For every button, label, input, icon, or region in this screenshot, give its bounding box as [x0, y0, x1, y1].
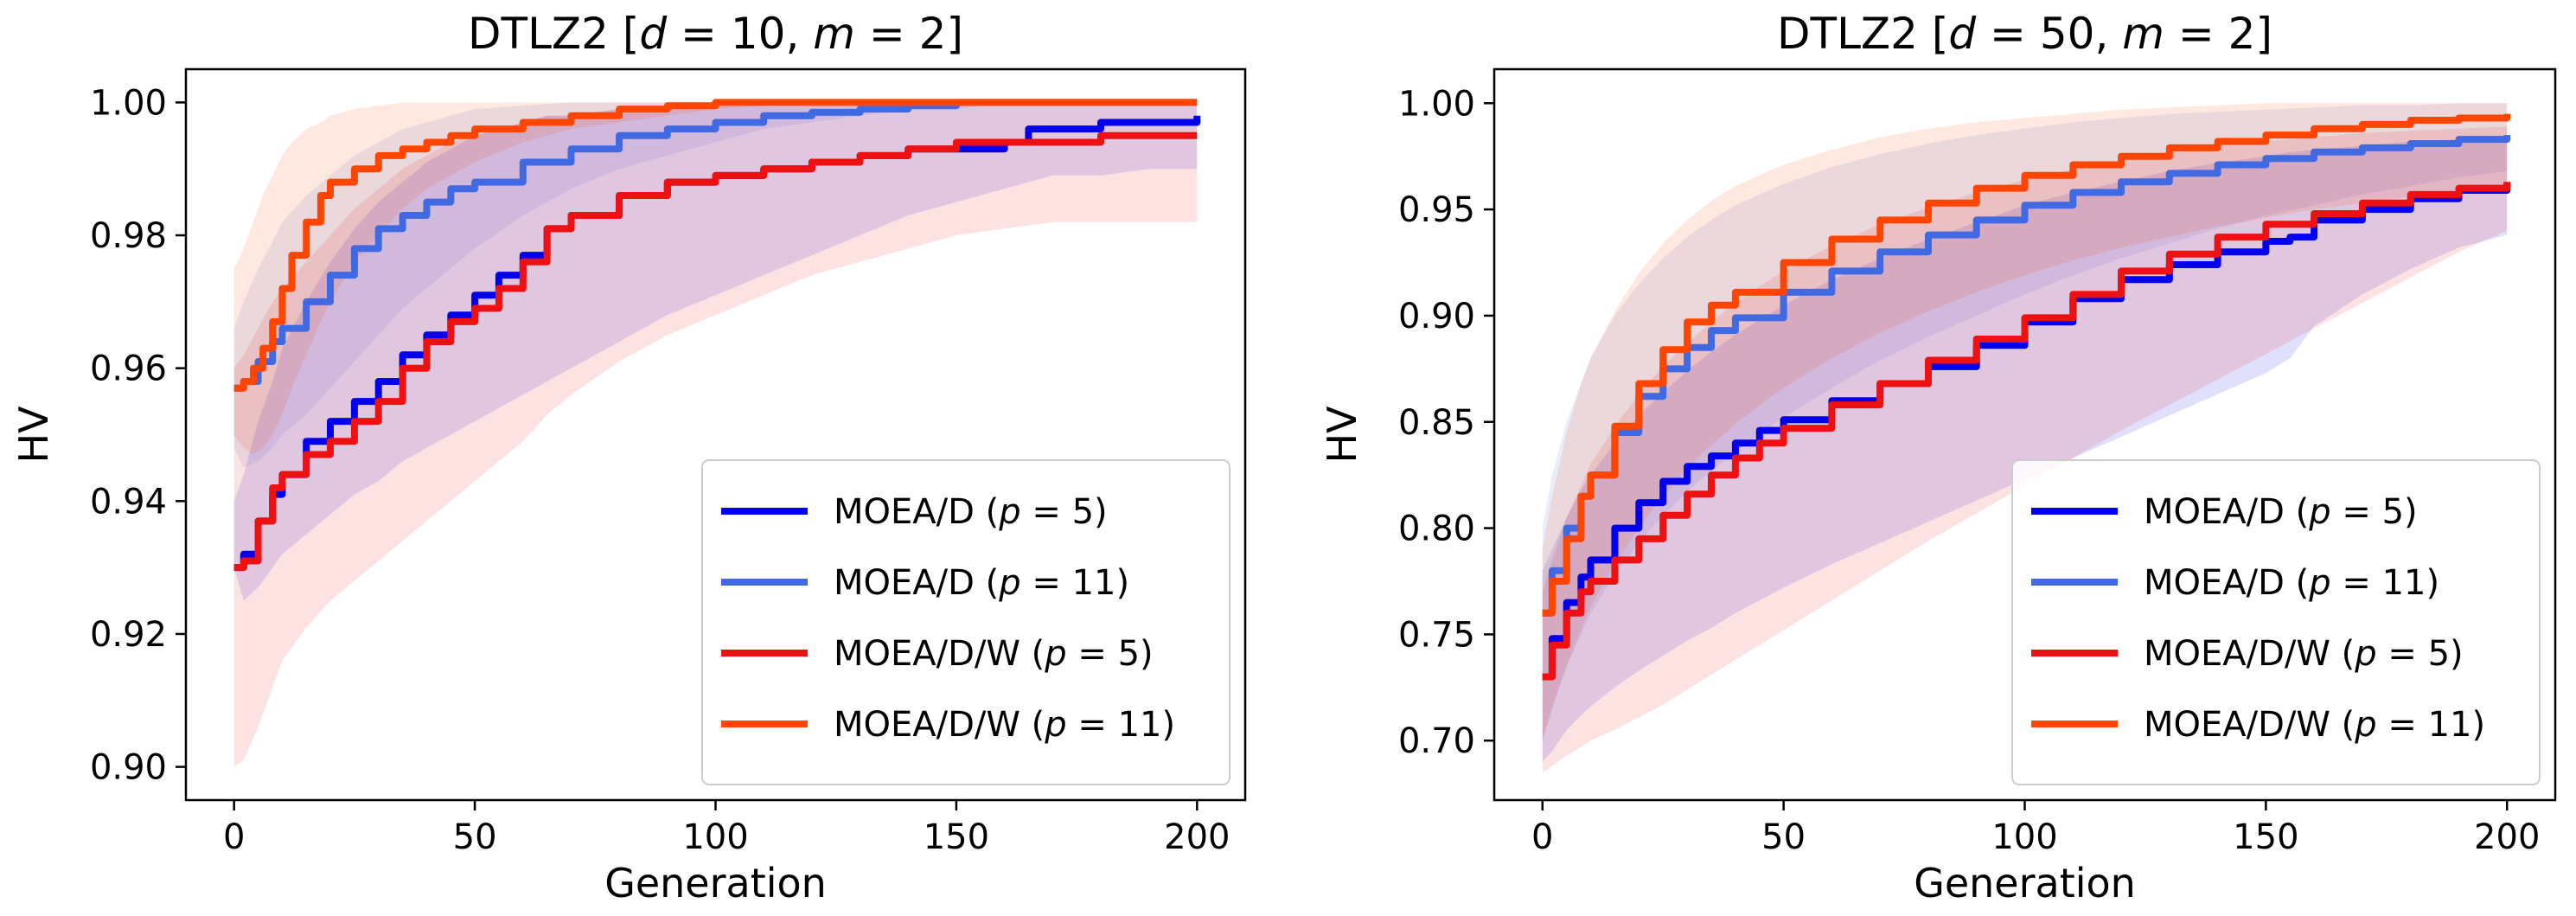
line-layer	[1542, 113, 2511, 681]
chart1-xtick-label: 50	[1761, 817, 1806, 857]
chart1-xtick-label: 100	[1991, 817, 2057, 857]
chart0-ytick-label: 0.96	[90, 349, 167, 389]
chart1-ytick-label: 0.75	[1398, 615, 1475, 655]
chart1-ytick-label: 0.85	[1398, 403, 1475, 443]
chart0-ytick-label: 0.94	[90, 482, 167, 522]
chart1-series-0-band	[1542, 137, 2508, 762]
chart0-series-2-band	[233, 102, 1198, 767]
chart0-ylabel: HV	[10, 406, 57, 464]
chart0-ytick-label: 0.98	[90, 216, 167, 256]
chart0-xtick-label: 200	[1164, 817, 1230, 857]
chart0-series-3-line	[233, 99, 1198, 392]
chart1-ytick-label: 0.70	[1398, 721, 1475, 761]
chart1-ytick-label: 0.95	[1398, 190, 1475, 230]
legend-label-3: MOEA/D/W (p = 11)	[834, 705, 1175, 745]
legend-label-2: MOEA/D/W (p = 5)	[834, 634, 1154, 674]
chart0-series-0-band	[233, 102, 1198, 601]
legend-label-1: MOEA/D (p = 11)	[2144, 563, 2439, 603]
chart1-legend: MOEA/D (p = 5) MOEA/D (p = 11) MOEA/D/W (p…	[2011, 459, 2541, 785]
chart0-ytick-label: 0.92	[90, 615, 167, 655]
chart1-xlabel: Generation	[1914, 860, 2136, 906]
chart1-xtick-label: 200	[2474, 817, 2540, 857]
legend-label-0: MOEA/D (p = 5)	[2144, 492, 2418, 532]
band-layer	[233, 102, 1198, 767]
chart1-ytick-label: 0.80	[1398, 509, 1475, 549]
chart1-title: DTLZ2 [d = 50, m = 2]	[1777, 9, 2272, 59]
chart0-xtick-label: 100	[682, 817, 748, 857]
legend-label-1: MOEA/D (p = 11)	[834, 563, 1129, 603]
chart0-series-1-band	[233, 102, 1198, 468]
legend-box	[701, 459, 1230, 785]
legend-label-3: MOEA/D/W (p = 11)	[2144, 705, 2485, 745]
chart1-ylabel: HV	[1319, 406, 1365, 464]
chart0-xtick-label: 150	[924, 817, 989, 857]
chart0-ytick-label: 1.00	[90, 83, 167, 123]
chart0-ytick-label: 0.90	[90, 748, 167, 788]
chart1-series-3-line	[1542, 113, 2511, 617]
chart0-legend: MOEA/D (p = 5) MOEA/D (p = 11) MOEA/D/W (p…	[701, 459, 1230, 785]
legend-label-2: MOEA/D/W (p = 5)	[2144, 634, 2464, 674]
line-layer	[233, 99, 1201, 572]
chart1-ytick-label: 1.00	[1398, 84, 1475, 124]
chart0-xtick-label: 50	[453, 817, 497, 857]
chart0-series-2-line	[233, 131, 1198, 572]
chart1-xtick-label: 150	[2233, 817, 2298, 857]
chart-panel-right: 0 50 100 150 200 0.70 0.75 0.80 0.85 0.90 0.95 1.00…	[1319, 9, 2557, 906]
chart0-series-3-band	[233, 102, 1198, 455]
chart0-xlabel: Generation	[604, 860, 827, 906]
chart1-series-2-line	[1542, 182, 2511, 681]
chart-panel-left: 0 50 100 150 200 0.90 0.92 0.94 0.96 0.98 1.00 DTLZ…	[10, 9, 1247, 906]
chart0-xtick-label: 0	[223, 817, 245, 857]
legend-box	[2011, 459, 2541, 785]
chart0-series-1-line	[233, 99, 1198, 392]
legend-label-0: MOEA/D (p = 5)	[834, 492, 1108, 532]
chart1-ytick-label: 0.90	[1398, 297, 1475, 336]
chart0-title: DTLZ2 [d = 10, m = 2]	[468, 9, 963, 59]
chart1-xtick-label: 0	[1531, 817, 1553, 857]
